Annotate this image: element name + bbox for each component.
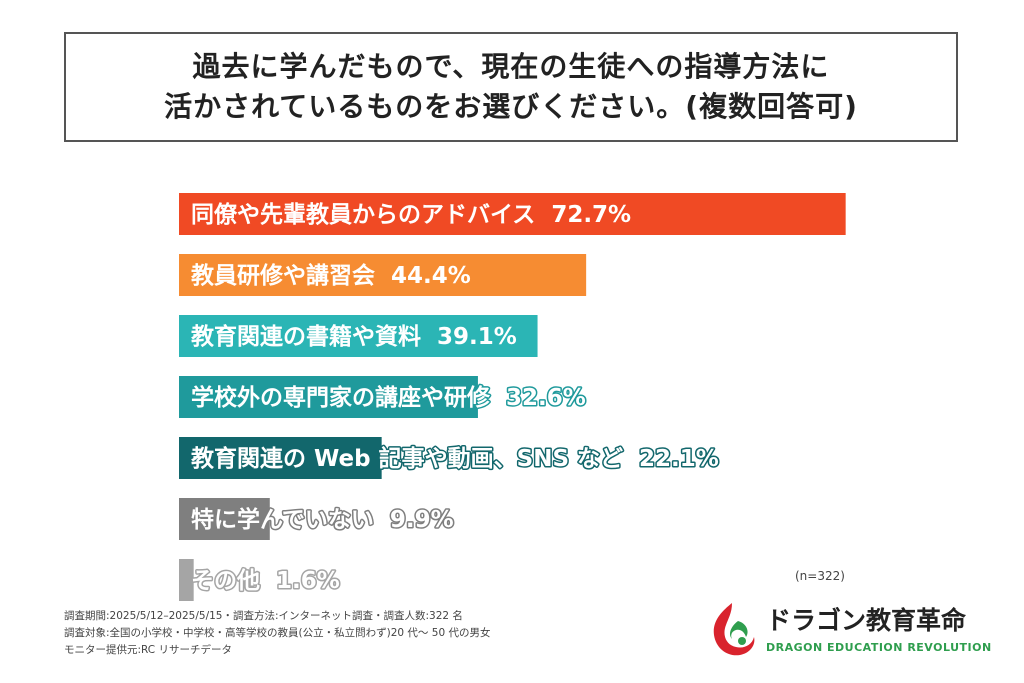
bar-label-5: 教育関連の Web 記事や動画、SNS など 22.1%	[191, 445, 719, 472]
bar-5	[179, 437, 382, 479]
category-label-1: 同僚や先輩教員からのアドバイス	[191, 201, 535, 228]
bar-2	[179, 254, 587, 296]
bar-7	[179, 559, 194, 601]
value-label-6: 9.9%	[390, 507, 454, 533]
title-line-1: 過去に学んだもので、現在の生徒への指導方法に	[192, 50, 830, 83]
bar-3	[179, 315, 538, 357]
dragon-logo-icon	[713, 603, 755, 656]
value-label-5: 22.1%	[639, 446, 719, 472]
company-logo: ドラゴン教育革命 DRAGON EDUCATION REVOLUTION	[702, 597, 991, 663]
title-line-2: 活かされているものをお選びください。(複数回答可)	[164, 90, 858, 123]
logo-name-jp: ドラゴン教育革命	[766, 606, 967, 635]
value-label-7: 1.6%	[276, 568, 340, 594]
category-label-6: 特に学んでいない	[191, 506, 374, 533]
bar-6	[179, 498, 270, 540]
category-label-7: その他	[191, 568, 260, 594]
sample-size-note: (n=322)	[795, 569, 845, 583]
bar-label-3: 教育関連の書籍や資料 39.1%	[191, 323, 517, 350]
value-label-3: 39.1%	[437, 324, 517, 350]
survey-footnotes: 調査期間:2025/5/12–2025/5/15・調査方法:インターネット調査・…	[64, 608, 490, 659]
question-title-box: 過去に学んだもので、現在の生徒への指導方法に 活かされているものをお選びください…	[64, 32, 958, 142]
category-label-3: 教育関連の書籍や資料	[191, 323, 421, 350]
bar-label-2: 教員研修や講習会 44.4%	[191, 262, 471, 289]
bar-label-4: 学校外の専門家の講座や研修 32.6%	[191, 384, 586, 411]
footnote-source: モニター提供元:RC リサーチデータ	[64, 644, 232, 656]
bar-4	[179, 376, 478, 418]
logo-name-en: DRAGON EDUCATION REVOLUTION	[766, 641, 992, 654]
footnote-target: 調査対象:全国の小学校・中学校・高等学校の教員(公立・私立問わず)20 代〜 5…	[64, 627, 491, 639]
bar-label-7: その他 1.6%	[191, 568, 340, 594]
value-label-4: 32.6%	[506, 385, 586, 411]
bar-label-6: 特に学んでいない 9.9%	[191, 506, 454, 533]
bar-label-1: 同僚や先輩教員からのアドバイス 72.7%	[191, 201, 631, 228]
category-label-2: 教員研修や講習会	[191, 262, 375, 289]
footnote-period: 調査期間:2025/5/12–2025/5/15・調査方法:インターネット調査・…	[64, 610, 463, 622]
category-label-4: 学校外の専門家の講座や研修	[191, 384, 491, 411]
value-label-1: 72.7%	[551, 202, 631, 228]
value-label-2: 44.4%	[391, 263, 471, 289]
category-label-5: 教育関連の Web 記事や動画、SNS など	[191, 445, 623, 472]
bar-1	[179, 193, 846, 235]
